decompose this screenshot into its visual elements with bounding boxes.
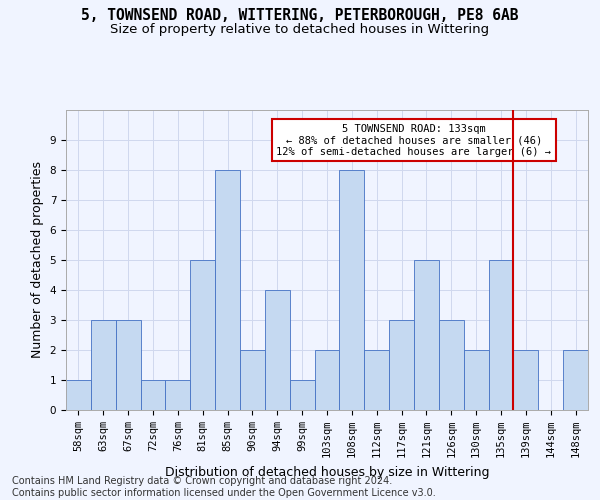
- Bar: [389, 320, 414, 410]
- Text: 5 TOWNSEND ROAD: 133sqm
← 88% of detached houses are smaller (46)
12% of semi-de: 5 TOWNSEND ROAD: 133sqm ← 88% of detache…: [277, 124, 551, 156]
- Bar: [563, 350, 588, 410]
- Bar: [514, 350, 538, 410]
- Bar: [314, 350, 340, 410]
- Bar: [464, 350, 488, 410]
- Bar: [116, 320, 140, 410]
- Bar: [215, 170, 240, 410]
- Text: 5, TOWNSEND ROAD, WITTERING, PETERBOROUGH, PE8 6AB: 5, TOWNSEND ROAD, WITTERING, PETERBOROUG…: [81, 8, 519, 22]
- Bar: [190, 260, 215, 410]
- Bar: [240, 350, 265, 410]
- Bar: [340, 170, 364, 410]
- Y-axis label: Number of detached properties: Number of detached properties: [31, 162, 44, 358]
- Bar: [265, 290, 290, 410]
- Bar: [488, 260, 514, 410]
- Bar: [290, 380, 314, 410]
- Bar: [66, 380, 91, 410]
- Bar: [91, 320, 116, 410]
- X-axis label: Distribution of detached houses by size in Wittering: Distribution of detached houses by size …: [165, 466, 489, 478]
- Text: Contains HM Land Registry data © Crown copyright and database right 2024.
Contai: Contains HM Land Registry data © Crown c…: [12, 476, 436, 498]
- Bar: [166, 380, 190, 410]
- Bar: [439, 320, 464, 410]
- Bar: [364, 350, 389, 410]
- Text: Size of property relative to detached houses in Wittering: Size of property relative to detached ho…: [110, 22, 490, 36]
- Bar: [140, 380, 166, 410]
- Bar: [414, 260, 439, 410]
